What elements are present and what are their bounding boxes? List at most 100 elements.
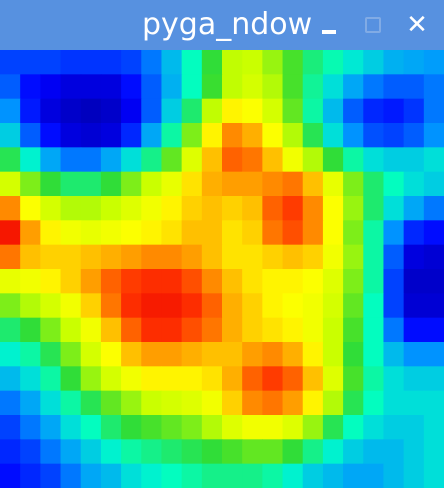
heatmap-cell [282, 390, 304, 416]
heatmap-cell [0, 439, 21, 465]
heatmap-cell [80, 390, 102, 416]
heatmap-cell [100, 269, 122, 294]
heatmap-cell [40, 293, 62, 319]
heatmap-cell [302, 147, 324, 173]
heatmap-cell [262, 317, 284, 343]
title-bar[interactable]: pyga_ndow ✕ [0, 0, 444, 50]
heatmap-cell [282, 269, 304, 294]
heatmap-cell [20, 293, 41, 319]
minimize-button[interactable] [312, 8, 346, 42]
heatmap-canvas[interactable] [0, 50, 444, 488]
heatmap-cell [242, 50, 263, 75]
heatmap-cell [181, 293, 203, 319]
heatmap-cell [60, 439, 82, 465]
heatmap-cell [302, 220, 324, 246]
heatmap-cell [383, 342, 405, 367]
heatmap-cell [363, 366, 385, 392]
heatmap-cell [262, 147, 284, 173]
heatmap-cell [322, 390, 344, 416]
heatmap-cell [242, 390, 263, 416]
heatmap-cell [141, 366, 163, 392]
heatmap-cell [181, 123, 203, 148]
heatmap-cell [40, 342, 62, 367]
heatmap-cell [40, 269, 62, 294]
close-button[interactable]: ✕ [400, 8, 434, 42]
heatmap-cell [121, 415, 142, 440]
heatmap-cell [141, 220, 163, 246]
heatmap-cell [343, 439, 364, 465]
heatmap-cell [282, 171, 304, 197]
heatmap-cell [40, 317, 62, 343]
heatmap-cell [383, 244, 405, 270]
heatmap-cell [20, 171, 41, 197]
heatmap-cell [40, 171, 62, 197]
heatmap-cell [282, 74, 304, 100]
heatmap-cell [0, 244, 21, 270]
heatmap-cell [201, 415, 223, 440]
heatmap-cell [161, 171, 183, 197]
heatmap-cell [20, 390, 41, 416]
heatmap-cell [40, 220, 62, 246]
heatmap-cell [141, 269, 163, 294]
heatmap-cell [343, 50, 364, 75]
heatmap-cell [0, 50, 21, 75]
heatmap-cell [181, 50, 203, 75]
heatmap-cell [0, 269, 21, 294]
heatmap-cell [121, 196, 142, 221]
heatmap-cell [100, 74, 122, 100]
heatmap-cell [363, 244, 385, 270]
heatmap-cell [322, 123, 344, 148]
heatmap-cell [40, 439, 62, 465]
heatmap-cell [363, 220, 385, 246]
heatmap-cell [121, 123, 142, 148]
heatmap-cell [20, 50, 41, 75]
heatmap-cell [40, 244, 62, 270]
heatmap-cell [121, 50, 142, 75]
heatmap-cell [222, 439, 243, 465]
heatmap-cell [222, 269, 243, 294]
heatmap-cell [100, 244, 122, 270]
heatmap-cell [403, 147, 425, 173]
heatmap-cell [423, 463, 444, 488]
heatmap-cell [181, 171, 203, 197]
heatmap-cell [343, 415, 364, 440]
close-icon: ✕ [406, 10, 428, 40]
heatmap-cell [383, 390, 405, 416]
heatmap-cell [282, 463, 304, 488]
heatmap-cell [302, 269, 324, 294]
heatmap-cell [60, 220, 82, 246]
heatmap-cell [262, 244, 284, 270]
heatmap-cell [363, 196, 385, 221]
heatmap-cell [121, 74, 142, 100]
heatmap-cell [80, 171, 102, 197]
heatmap-cell [423, 147, 444, 173]
heatmap-cell [302, 98, 324, 124]
heatmap-cell [161, 269, 183, 294]
heatmap-cell [282, 196, 304, 221]
heatmap-cell [322, 366, 344, 392]
heatmap-cell [322, 244, 344, 270]
heatmap-cell [141, 244, 163, 270]
heatmap-cell [201, 293, 223, 319]
heatmap-cell [302, 342, 324, 367]
heatmap-cell [403, 220, 425, 246]
heatmap-cell [222, 342, 243, 367]
heatmap-cell [363, 123, 385, 148]
heatmap-cell [383, 366, 405, 392]
heatmap-cell [201, 269, 223, 294]
heatmap-cell [222, 147, 243, 173]
heatmap-cell [121, 147, 142, 173]
heatmap-cell [20, 463, 41, 488]
heatmap-cell [262, 220, 284, 246]
heatmap-cell [121, 269, 142, 294]
heatmap-cell [161, 123, 183, 148]
heatmap-cell [262, 196, 284, 221]
heatmap-cell [161, 147, 183, 173]
heatmap-cell [383, 123, 405, 148]
maximize-button[interactable] [356, 8, 390, 42]
heatmap-cell [20, 342, 41, 367]
heatmap-cell [100, 171, 122, 197]
heatmap-cell [383, 317, 405, 343]
heatmap-cell [100, 220, 122, 246]
